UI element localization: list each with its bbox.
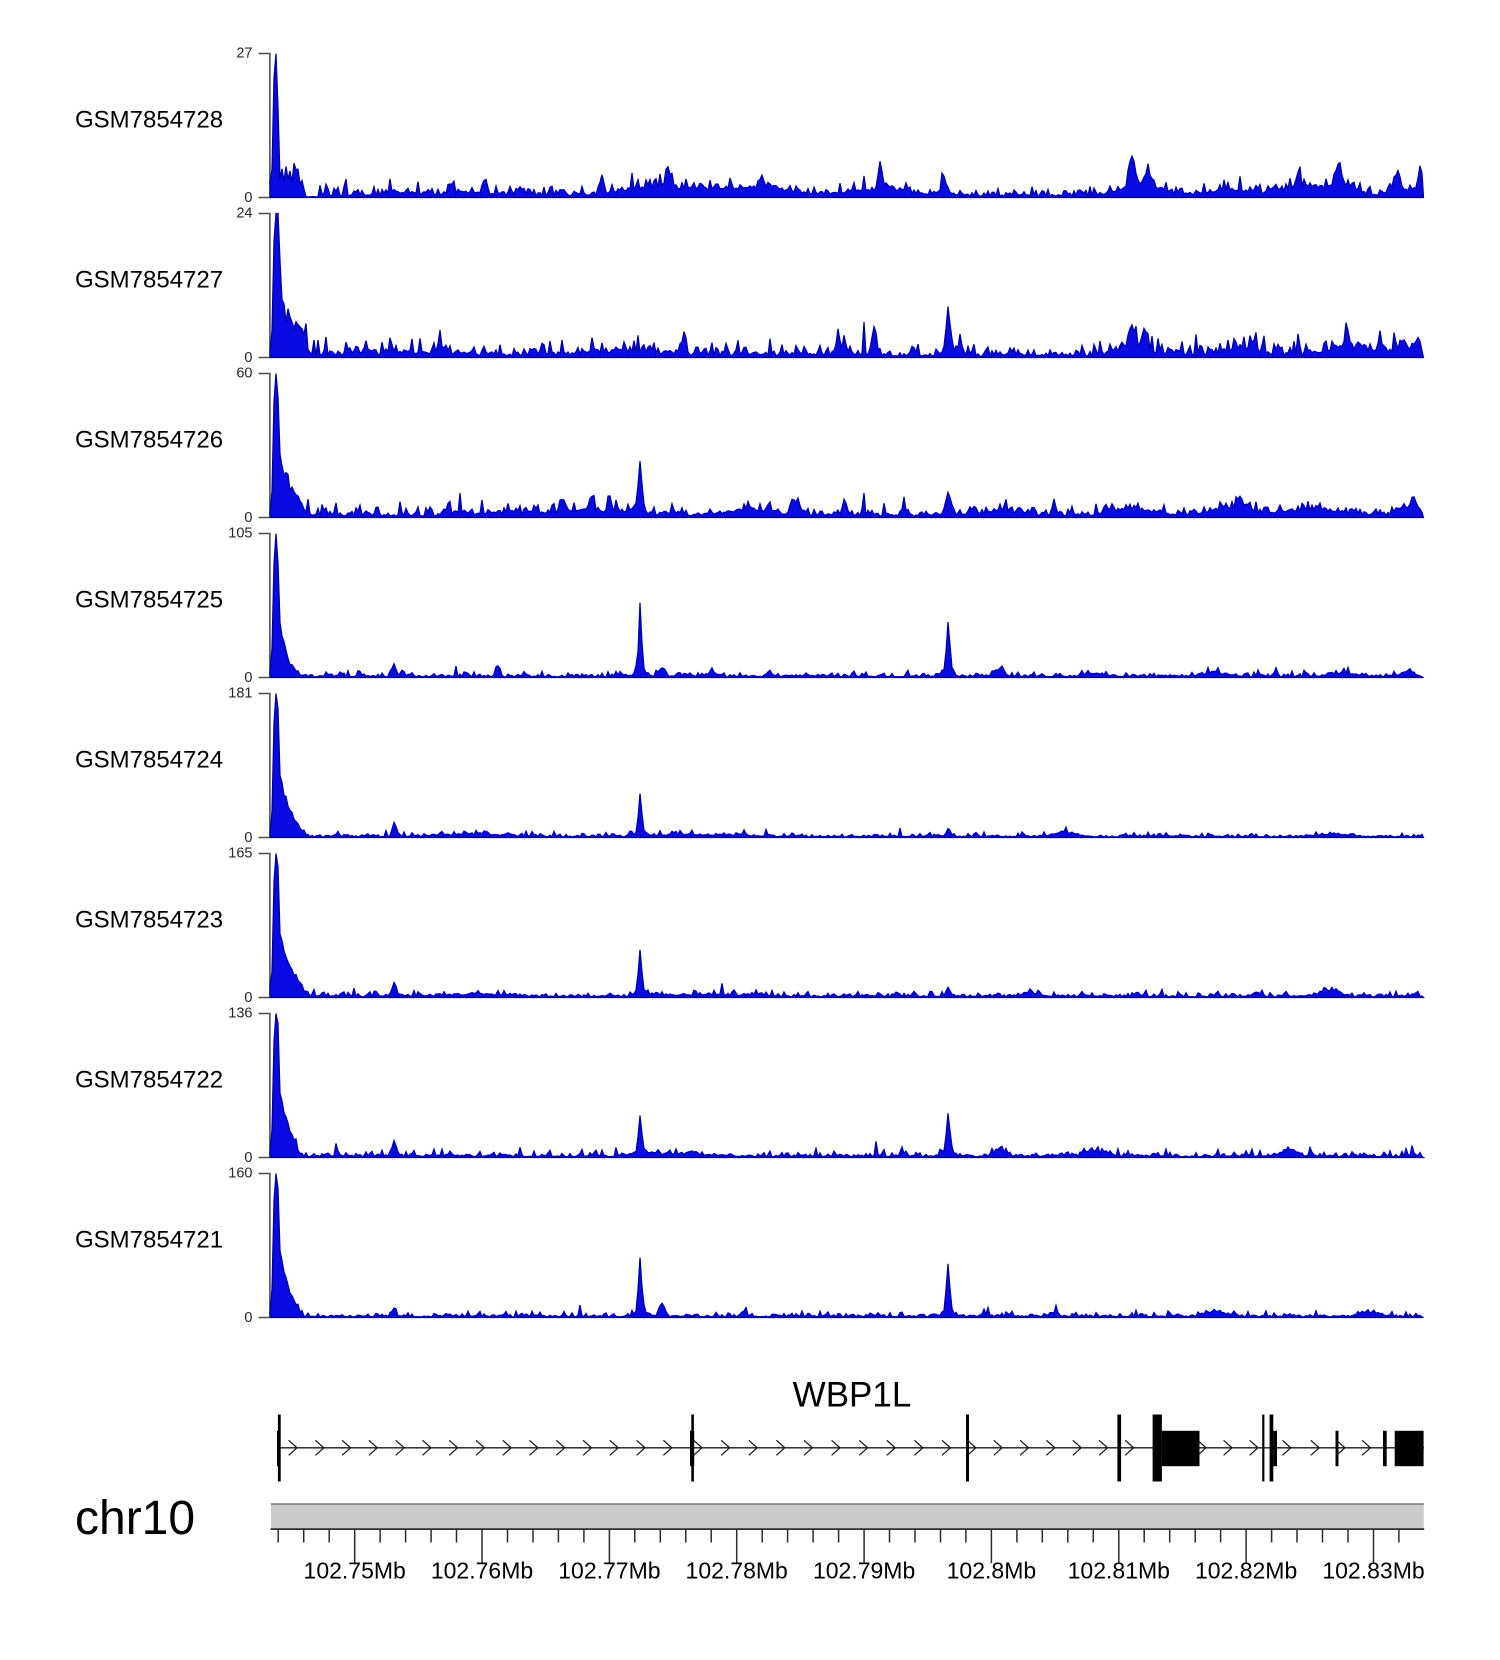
svg-text:136: 136 bbox=[228, 1006, 252, 1022]
svg-text:GSM7854722: GSM7854722 bbox=[75, 1067, 223, 1094]
svg-text:24: 24 bbox=[236, 206, 252, 222]
svg-text:GSM7854727: GSM7854727 bbox=[75, 267, 223, 294]
svg-text:102.83Mb: 102.83Mb bbox=[1322, 1558, 1424, 1584]
svg-text:102.76Mb: 102.76Mb bbox=[431, 1558, 533, 1584]
svg-text:102.8Mb: 102.8Mb bbox=[947, 1558, 1037, 1584]
svg-text:181: 181 bbox=[228, 686, 252, 702]
svg-text:0: 0 bbox=[244, 350, 252, 366]
svg-text:0: 0 bbox=[244, 190, 252, 206]
svg-text:0: 0 bbox=[244, 670, 252, 686]
svg-text:GSM7854723: GSM7854723 bbox=[75, 907, 223, 934]
svg-text:102.79Mb: 102.79Mb bbox=[813, 1558, 915, 1584]
svg-text:165: 165 bbox=[228, 846, 252, 862]
svg-text:27: 27 bbox=[236, 46, 252, 62]
svg-text:chr10: chr10 bbox=[75, 1492, 195, 1545]
svg-text:GSM7854728: GSM7854728 bbox=[75, 107, 223, 134]
svg-text:102.78Mb: 102.78Mb bbox=[686, 1558, 788, 1584]
svg-text:GSM7854725: GSM7854725 bbox=[75, 587, 223, 614]
svg-text:60: 60 bbox=[236, 366, 252, 382]
svg-text:0: 0 bbox=[244, 830, 252, 846]
svg-text:GSM7854724: GSM7854724 bbox=[75, 747, 223, 774]
svg-text:102.75Mb: 102.75Mb bbox=[304, 1558, 406, 1584]
svg-text:WBP1L: WBP1L bbox=[793, 1376, 912, 1415]
svg-text:102.77Mb: 102.77Mb bbox=[558, 1558, 660, 1584]
svg-text:GSM7854721: GSM7854721 bbox=[75, 1227, 223, 1254]
svg-text:0: 0 bbox=[244, 1150, 252, 1166]
svg-text:102.81Mb: 102.81Mb bbox=[1068, 1558, 1170, 1584]
svg-text:160: 160 bbox=[228, 1166, 252, 1182]
svg-text:102.82Mb: 102.82Mb bbox=[1195, 1558, 1297, 1584]
svg-text:0: 0 bbox=[244, 1310, 252, 1326]
svg-text:0: 0 bbox=[244, 510, 252, 526]
svg-text:GSM7854726: GSM7854726 bbox=[75, 427, 223, 454]
svg-text:0: 0 bbox=[244, 990, 252, 1006]
svg-text:105: 105 bbox=[228, 526, 252, 542]
